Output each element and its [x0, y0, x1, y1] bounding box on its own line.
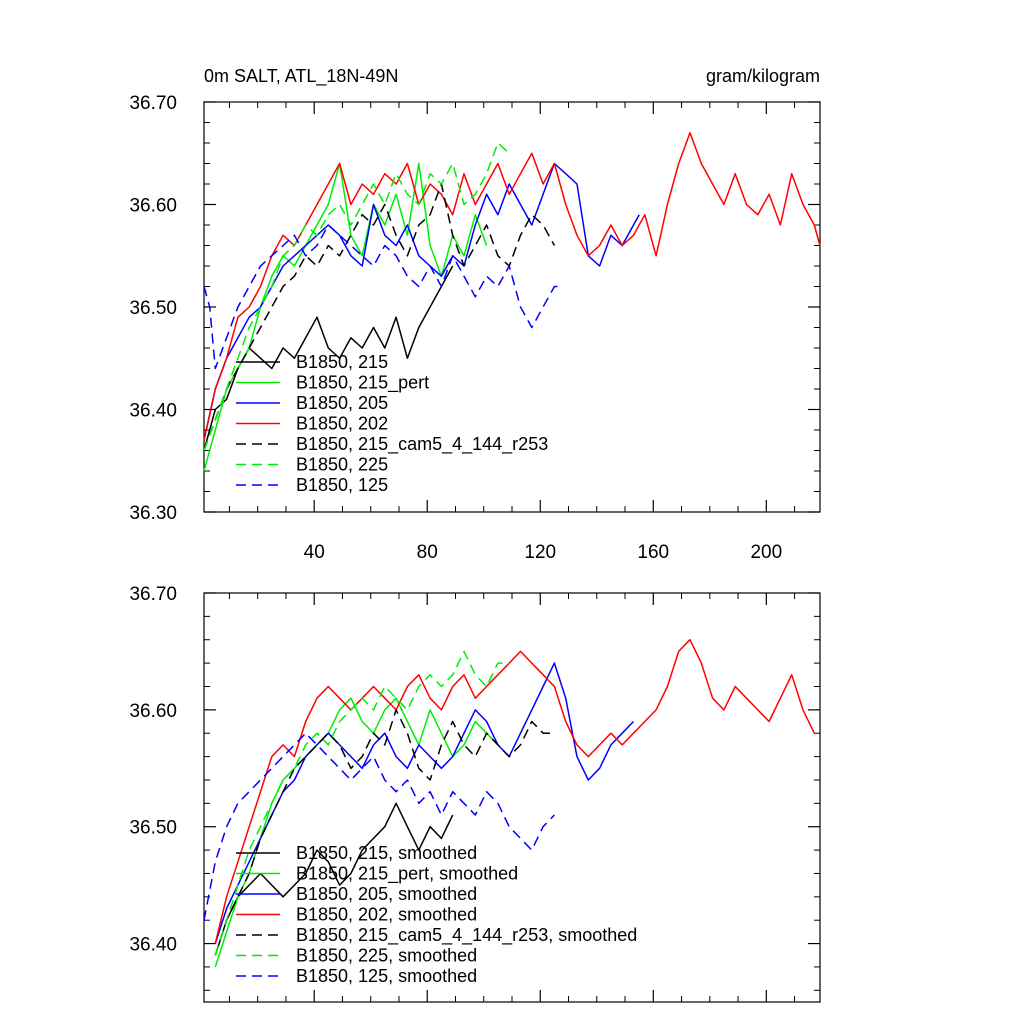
panel1-y-tick-label: 36.60: [129, 701, 177, 722]
panel0-legend-label: B1850, 125: [296, 475, 388, 495]
panel0-series-line-3: [203, 162, 640, 441]
panel0-series-line-2: [203, 162, 488, 472]
panel0-y-tick-label: 36.70: [129, 93, 177, 114]
panel0-legend-label: B1850, 215_cam5_4_144_r253: [296, 434, 548, 455]
panel0-legend-label: B1850, 215: [296, 352, 388, 372]
right-title: gram/kilogram: [706, 66, 820, 86]
panel0-x-tick-label: 40: [304, 542, 325, 563]
panel0-x-tick-label: 200: [750, 542, 782, 563]
panel1-series-line-3: [214, 662, 635, 944]
bottom-panel: 36.40 36.50 36.60 36.70 B1850, 215, smoothed…: [129, 584, 821, 1003]
panel0-y-tick-label: 36.50: [129, 298, 177, 319]
panel0-series-line-7: [203, 224, 560, 370]
panel0-x-tick-label: 160: [637, 542, 669, 563]
top-panel: 40 80 120 160 200 36.30 36.40 36.50 36.60 36.70 B1…: [129, 93, 821, 563]
panel1-legend-label: B1850, 215_cam5_4_144_r253, smoothed: [296, 925, 637, 946]
panel1-legend-label: B1850, 202, smoothed: [296, 905, 477, 925]
panel1-legend-label: B1850, 215_pert, smoothed: [296, 864, 518, 885]
panel1-y-tick-label: 36.70: [129, 584, 177, 605]
panel0-y-tick-label: 36.60: [129, 196, 177, 217]
left-title: 0m SALT, ATL_18N-49N: [204, 66, 398, 87]
panel0-x-tick-label: 80: [417, 542, 438, 563]
panel0-series-line-4: [203, 132, 821, 441]
panel0-legend-label: B1850, 205: [296, 393, 388, 413]
panel1-y-tick-label: 36.50: [129, 818, 177, 839]
panel0-legend-label: B1850, 202: [296, 414, 388, 434]
panel0-x-tick-label: 120: [524, 542, 556, 563]
panel1-series-line-1: [214, 802, 454, 956]
panel0-y-tick-label: 36.40: [129, 401, 177, 422]
panel1-legend-label: B1850, 125, smoothed: [296, 966, 477, 986]
panel1-series-line-2: [214, 697, 499, 968]
panel1-legend-label: B1850, 205, smoothed: [296, 884, 477, 904]
panel1-legend-label: B1850, 225, smoothed: [296, 946, 477, 966]
panel1-legend-label: B1850, 215, smoothed: [296, 843, 477, 863]
panel0-series-line-5: [203, 183, 556, 451]
panel0-series-line-6: [203, 142, 510, 451]
panel1-series-line-5: [214, 709, 555, 956]
panel0-legend-label: B1850, 215_pert: [296, 373, 429, 394]
panel0-legend-label: B1850, 225: [296, 455, 388, 475]
panel1-y-tick-label: 36.40: [129, 935, 177, 956]
panel1-series-line-6: [214, 650, 510, 956]
panel1-series-line-4: [214, 638, 815, 944]
panel0-y-tick-label: 36.30: [129, 503, 177, 524]
